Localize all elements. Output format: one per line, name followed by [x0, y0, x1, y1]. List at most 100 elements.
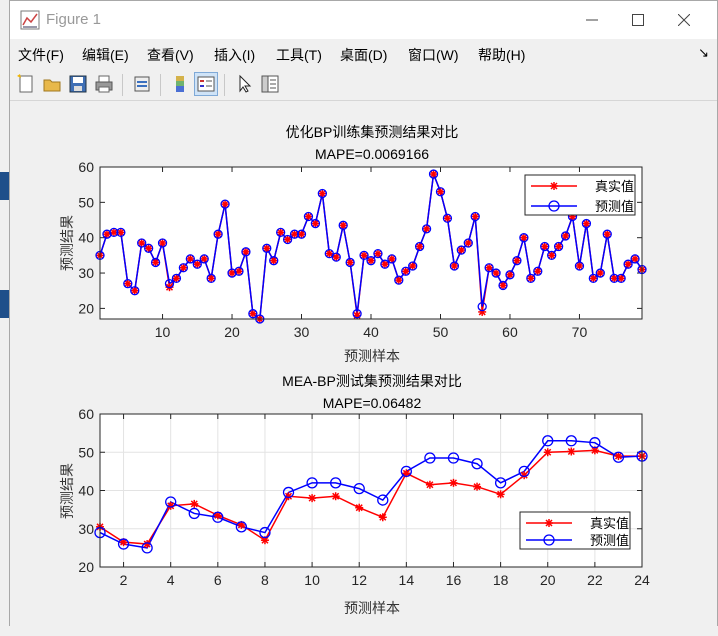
menu-desktop[interactable]: 桌面(D) — [340, 47, 388, 63]
axes-frame — [99, 166, 643, 320]
new-figure-button[interactable] — [14, 72, 38, 96]
predicted-point — [581, 218, 592, 229]
predicted-point — [303, 211, 314, 222]
insert-legend-button[interactable] — [194, 72, 218, 96]
true-value-point — [360, 251, 369, 260]
menu-edit[interactable]: 编辑(E) — [82, 47, 129, 63]
menu-insert[interactable]: 插入(I) — [214, 47, 256, 63]
print-button[interactable] — [92, 72, 116, 96]
true-value-point — [346, 258, 355, 267]
predicted-point — [435, 187, 446, 197]
predicted-point — [212, 511, 224, 523]
x-tick-label: 10 — [304, 572, 320, 588]
true-value-point — [449, 478, 458, 487]
y-tick-label: 40 — [78, 483, 94, 499]
predicted-point — [630, 254, 640, 264]
new-figure-icon — [17, 74, 33, 93]
title-bar[interactable]: Figure 1 — [10, 1, 717, 39]
true-value-point — [262, 244, 271, 253]
true-value-point — [519, 233, 528, 242]
true-value-point — [172, 274, 181, 283]
true-value-point — [631, 254, 640, 263]
true-value-point — [589, 274, 598, 283]
close-button[interactable] — [662, 5, 706, 35]
true-value-point — [415, 242, 424, 251]
predicted-point — [540, 241, 550, 252]
background-app-bottom — [0, 626, 718, 636]
edit-plot-button[interactable] — [232, 72, 256, 96]
legend-label: 真实值 — [590, 516, 629, 531]
menu-tools[interactable]: 工具(T) — [276, 47, 322, 63]
menu-file[interactable]: 文件(F) — [18, 47, 64, 63]
x-tick-label: 20 — [224, 324, 240, 340]
true-value-point — [151, 258, 160, 267]
predicted-point — [185, 254, 195, 264]
predicted-point — [456, 245, 466, 255]
x-tick-label: 10 — [155, 324, 171, 340]
menu-overflow-icon[interactable]: ↘ — [698, 45, 709, 60]
y-tick-label: 30 — [78, 521, 94, 537]
predicted-point — [373, 248, 383, 259]
minimize-button[interactable] — [570, 5, 614, 35]
x-tick-label: 16 — [446, 572, 462, 588]
chart-2-subtitle: MAPE=0.06482 — [323, 395, 422, 411]
true-value-point — [144, 244, 153, 253]
predicted-point — [143, 243, 154, 253]
predicted-point — [296, 229, 307, 239]
maximize-icon — [632, 14, 644, 26]
save-button[interactable] — [66, 72, 90, 96]
predicted-point — [116, 227, 126, 238]
insert-colorbar-button[interactable] — [168, 72, 192, 96]
figure-plot-area: 优化BP训练集预测结果对比 MAPE=0.0069166 预测样本 预测结果 1… — [59, 124, 650, 616]
x-tick-label: 20 — [540, 572, 556, 588]
predicted-point — [484, 263, 494, 273]
x-tick-label: 30 — [294, 324, 310, 340]
true-value-point — [582, 219, 591, 228]
x-tick-label: 22 — [587, 572, 603, 588]
colorbar-icon — [176, 76, 184, 92]
predicted-point — [428, 169, 439, 179]
predicted-point — [595, 268, 605, 278]
print-preview-icon — [134, 76, 150, 92]
menu-view[interactable]: 查看(V) — [147, 47, 194, 63]
predicted-point — [491, 268, 501, 278]
true-value-point — [290, 230, 299, 239]
true-value-point — [422, 224, 431, 233]
maximize-button[interactable] — [616, 5, 660, 35]
open-file-button[interactable] — [40, 72, 64, 96]
x-tick-label: 60 — [502, 324, 518, 340]
x-tick-label: 6 — [214, 572, 222, 588]
true-value-point — [614, 452, 623, 461]
predicted-point — [317, 188, 328, 199]
true-value-point — [325, 249, 334, 258]
true-value-point — [221, 200, 230, 209]
y-tick-label: 60 — [78, 159, 94, 175]
predicted-point — [400, 465, 412, 478]
true-value-point — [512, 256, 521, 265]
predicted-point — [533, 266, 543, 276]
true-value-point — [311, 219, 320, 228]
predicted-point — [330, 477, 342, 489]
chart-2-ylabel: 预测结果 — [59, 463, 75, 519]
predicted-point — [401, 266, 411, 276]
predicted-point — [377, 494, 389, 506]
predicted-point — [248, 309, 258, 319]
x-tick-label: 14 — [399, 572, 415, 588]
predicted-point — [547, 250, 557, 261]
pointer-icon — [239, 74, 252, 93]
true-value-point — [394, 276, 403, 285]
print-preview-button[interactable] — [130, 72, 154, 96]
menu-help[interactable]: 帮助(H) — [478, 47, 526, 63]
menu-bar: 文件(F) 编辑(E) 查看(V) 插入(I) 工具(T) 桌面(D) 窗口(W… — [10, 39, 717, 69]
y-tick-label: 20 — [78, 559, 94, 575]
figure-window: Figure 1 文件(F) 编辑(E) 查看(V) 插入(I) 工具(T) 桌… — [9, 0, 718, 627]
menu-window[interactable]: 窗口(W) — [408, 47, 459, 63]
predicted-point — [366, 256, 376, 266]
true-value-point — [567, 447, 576, 456]
predicted-point — [470, 211, 480, 222]
predicted-point — [505, 270, 515, 280]
true-value-point — [318, 189, 327, 198]
property-editor-button[interactable] — [258, 72, 282, 96]
predicted-point — [463, 238, 473, 248]
predicted-point — [220, 199, 230, 209]
